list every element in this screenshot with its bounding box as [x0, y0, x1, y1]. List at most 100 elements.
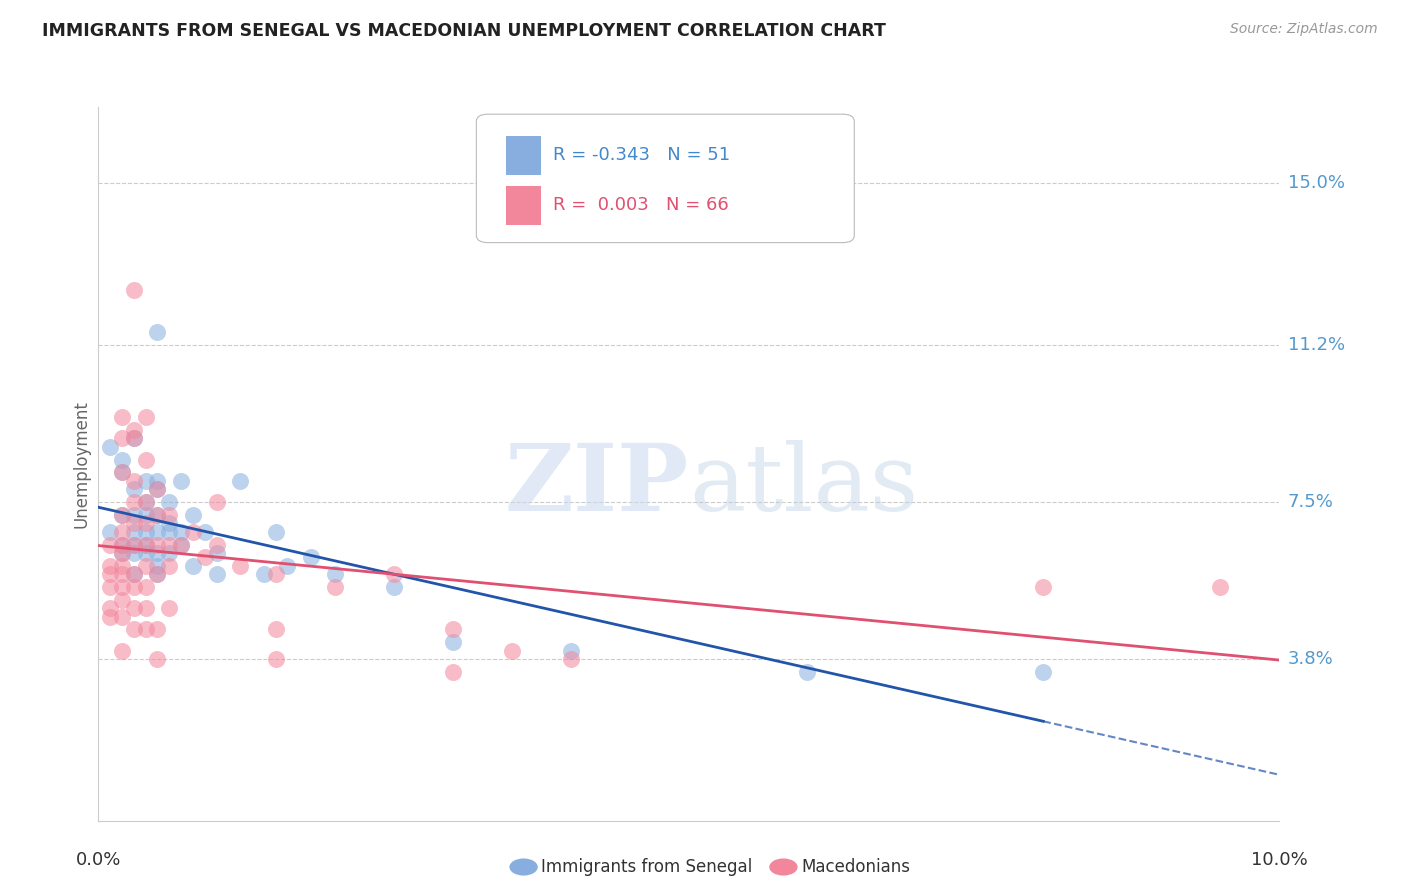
Point [264, 567, 287, 582]
Point [98, 609, 121, 624]
Point [253, 567, 276, 582]
Point [157, 537, 180, 551]
Point [111, 524, 134, 539]
Point [181, 508, 204, 522]
Point [441, 623, 464, 637]
Point [135, 524, 157, 539]
Text: IMMIGRANTS FROM SENEGAL VS MACEDONIAN UNEMPLOYMENT CORRELATION CHART: IMMIGRANTS FROM SENEGAL VS MACEDONIAN UN… [42, 22, 886, 40]
Point [146, 623, 169, 637]
Point [560, 652, 582, 666]
Point [146, 567, 169, 582]
Text: ZIP: ZIP [505, 441, 689, 530]
Point [441, 665, 464, 679]
Point [181, 524, 204, 539]
Text: R = -0.343   N = 51: R = -0.343 N = 51 [553, 146, 730, 164]
Point [146, 483, 169, 497]
Point [122, 567, 145, 582]
Point [122, 474, 145, 488]
Point [111, 537, 134, 551]
Point [111, 537, 134, 551]
Point [382, 580, 405, 594]
Point [157, 495, 180, 509]
Point [111, 410, 134, 425]
Point [135, 410, 157, 425]
Point [146, 537, 169, 551]
Point [205, 537, 228, 551]
Point [146, 508, 169, 522]
Point [135, 452, 157, 467]
Point [111, 546, 134, 560]
Point [276, 558, 298, 573]
Point [157, 508, 180, 522]
Point [111, 508, 134, 522]
Text: 3.8%: 3.8% [1288, 650, 1333, 668]
Point [122, 508, 145, 522]
Point [111, 580, 134, 594]
Point [98, 558, 121, 573]
Point [135, 558, 157, 573]
Point [264, 524, 287, 539]
Point [135, 546, 157, 560]
Point [264, 623, 287, 637]
Point [229, 474, 252, 488]
Point [98, 440, 121, 454]
Point [135, 495, 157, 509]
Point [98, 524, 121, 539]
Point [122, 546, 145, 560]
Point [135, 623, 157, 637]
Point [135, 508, 157, 522]
Point [146, 483, 169, 497]
Point [111, 592, 134, 607]
Point [146, 474, 169, 488]
Point [170, 537, 193, 551]
Point [229, 558, 252, 573]
Point [135, 601, 157, 615]
Point [122, 537, 145, 551]
Text: Source: ZipAtlas.com: Source: ZipAtlas.com [1230, 22, 1378, 37]
Text: 15.0%: 15.0% [1288, 175, 1344, 193]
Point [135, 537, 157, 551]
Text: 11.2%: 11.2% [1288, 336, 1346, 354]
Text: R =  0.003   N = 66: R = 0.003 N = 66 [553, 196, 728, 214]
Point [135, 516, 157, 531]
Point [205, 546, 228, 560]
Point [323, 567, 346, 582]
Text: Immigrants from Senegal: Immigrants from Senegal [541, 858, 752, 876]
Point [98, 567, 121, 582]
Point [170, 537, 193, 551]
Point [323, 580, 346, 594]
Point [170, 524, 193, 539]
Text: 10.0%: 10.0% [1251, 851, 1308, 869]
Point [1032, 665, 1054, 679]
Point [146, 546, 169, 560]
Text: Macedonians: Macedonians [801, 858, 910, 876]
Point [111, 466, 134, 480]
Point [122, 567, 145, 582]
Point [1032, 580, 1054, 594]
Point [122, 483, 145, 497]
Text: 7.5%: 7.5% [1288, 493, 1334, 511]
FancyBboxPatch shape [477, 114, 855, 243]
Point [157, 524, 180, 539]
Point [122, 623, 145, 637]
Point [181, 558, 204, 573]
Point [111, 567, 134, 582]
Point [111, 546, 134, 560]
Point [122, 423, 145, 437]
Circle shape [509, 858, 537, 876]
Point [111, 644, 134, 658]
Point [382, 567, 405, 582]
Point [111, 431, 134, 445]
Point [501, 644, 523, 658]
Point [122, 524, 145, 539]
Point [157, 516, 180, 531]
Point [122, 495, 145, 509]
Point [194, 524, 217, 539]
Point [205, 567, 228, 582]
Point [157, 601, 180, 615]
Y-axis label: Unemployment: Unemployment [72, 400, 90, 528]
Bar [506, 186, 541, 225]
Point [146, 508, 169, 522]
Point [205, 495, 228, 509]
Point [157, 546, 180, 560]
